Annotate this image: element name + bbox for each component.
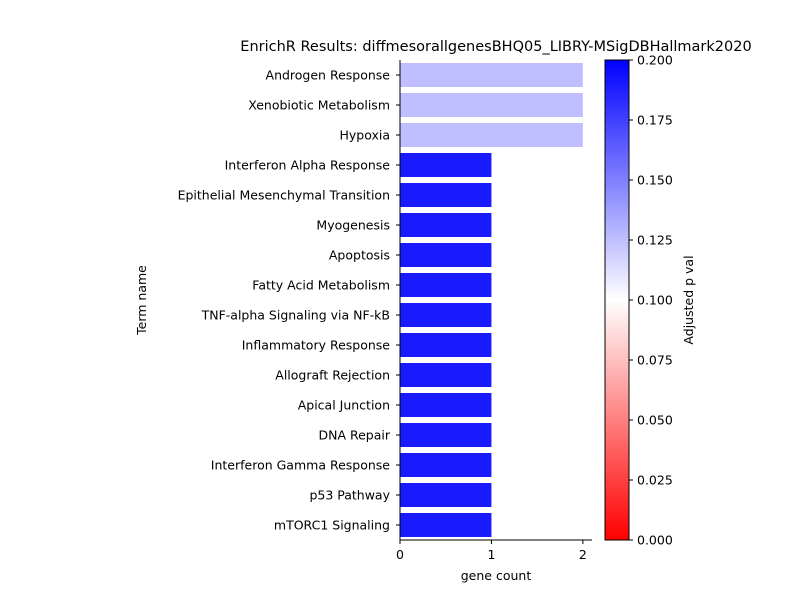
bar (400, 243, 492, 267)
bar (400, 423, 492, 447)
y-tick-label: Inflammatory Response (242, 338, 391, 353)
y-tick-label: Interferon Alpha Response (225, 158, 391, 173)
y-tick-label: TNF-alpha Signaling via NF-kB (201, 308, 390, 323)
y-tick-label: Xenobiotic Metabolism (248, 98, 390, 113)
bar (400, 273, 492, 297)
y-tick-label: Hypoxia (339, 128, 390, 143)
x-tick-label: 1 (487, 547, 495, 562)
colorbar-tick-label: 0.150 (637, 173, 673, 188)
y-tick-labels: Androgen Response Xenobiotic Metabolism Hy… (178, 68, 400, 533)
colorbar-tick-label: 0.200 (637, 53, 673, 68)
y-tick-label: DNA Repair (318, 428, 390, 443)
bar (400, 393, 492, 417)
bars-layer (400, 63, 583, 537)
y-tick-label: Myogenesis (316, 218, 390, 233)
bar (400, 153, 492, 177)
colorbar-ticks: 0.000 0.025 0.050 0.075 0.100 0.125 0.150 0.175… (629, 53, 673, 548)
colorbar-tick-label: 0.025 (637, 473, 673, 488)
bar (400, 63, 583, 87)
colorbar-tick-label: 0.075 (637, 353, 673, 368)
y-tick-label: Fatty Acid Metabolism (252, 278, 390, 293)
bar (400, 93, 583, 117)
y-tick-label: Allograft Rejection (275, 368, 390, 383)
y-tick-label: p53 Pathway (309, 488, 390, 503)
bar (400, 183, 492, 207)
y-tick-label: Interferon Gamma Response (211, 458, 391, 473)
colorbar-tick-label: 0.000 (637, 533, 673, 548)
y-axis-label: Term name (134, 265, 149, 336)
y-tick-label: Epithelial Mesenchymal Transition (178, 188, 390, 203)
colorbar-label: Adjusted p val (681, 255, 696, 344)
y-tick-label: Androgen Response (266, 68, 391, 83)
y-tick-label: mTORC1 Signaling (274, 518, 390, 533)
x-tick-label: 2 (579, 547, 587, 562)
bar (400, 363, 492, 387)
bar (400, 123, 583, 147)
colorbar-tick-label: 0.050 (637, 413, 673, 428)
colorbar-tick-label: 0.100 (637, 293, 673, 308)
bar (400, 333, 492, 357)
bar (400, 213, 492, 237)
colorbar-tick-label: 0.125 (637, 233, 673, 248)
x-tick-label: 0 (396, 547, 404, 562)
chart-title: EnrichR Results: diffmesorallgenesBHQ05_… (240, 39, 751, 55)
x-tick-labels: 0 1 2 (396, 540, 587, 562)
bar (400, 303, 492, 327)
x-axis-label: gene count (461, 568, 532, 583)
bar (400, 513, 492, 537)
y-tick-label: Apoptosis (329, 248, 390, 263)
y-tick-label: Apical Junction (298, 398, 390, 413)
bar (400, 453, 492, 477)
bar (400, 483, 492, 507)
colorbar (604, 59, 630, 541)
colorbar-tick-label: 0.175 (637, 113, 673, 128)
